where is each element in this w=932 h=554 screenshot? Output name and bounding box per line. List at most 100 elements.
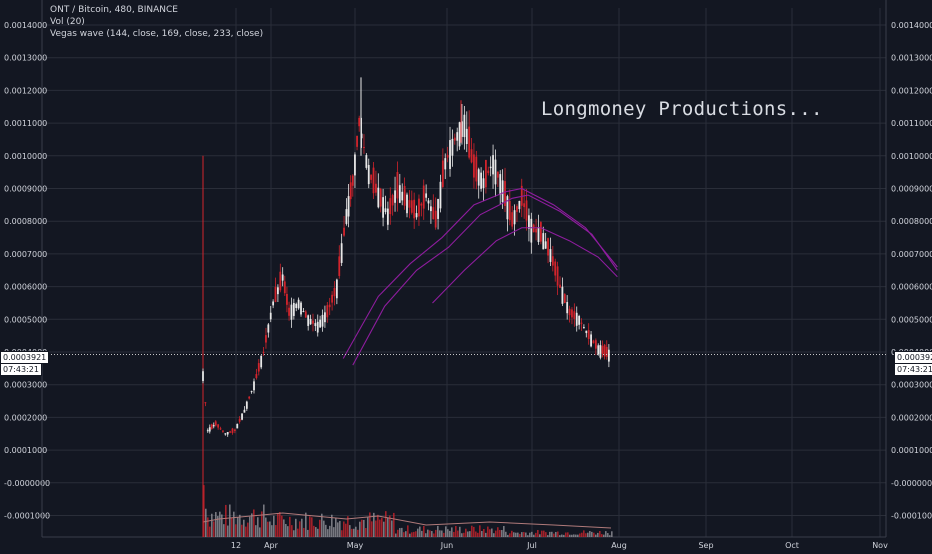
volume-bar	[567, 532, 569, 537]
volume-bar	[537, 530, 539, 537]
volume-bar	[373, 512, 375, 537]
candle-body	[386, 208, 389, 225]
volume-bar	[565, 532, 567, 537]
candle-body	[236, 423, 239, 429]
x-tick-label: Nov	[872, 541, 888, 550]
candle-body	[456, 132, 459, 141]
y-tick-label-right: 0.0012000	[891, 86, 932, 95]
volume-bar	[581, 532, 583, 537]
candle-body	[314, 323, 317, 327]
candle-body	[489, 166, 492, 169]
candle-body	[532, 224, 535, 233]
y-tick-label-left: 0.0014000	[4, 21, 47, 30]
candle-body	[260, 355, 263, 368]
candle-body	[575, 312, 578, 326]
candle-body	[283, 281, 286, 294]
volume-bar	[391, 520, 393, 537]
y-tick-label-left: 0.0009000	[4, 185, 47, 194]
x-tick-label: Aug	[611, 541, 627, 550]
volume-bar	[483, 528, 485, 537]
candle-body	[328, 304, 331, 308]
candle-body	[544, 241, 547, 249]
volume-bar	[573, 534, 575, 537]
volume-bar	[471, 525, 473, 537]
candle-body	[477, 169, 480, 186]
candle-body	[302, 310, 305, 312]
volume-bar	[243, 519, 245, 537]
y-tick-label-right: 0.0008000	[891, 217, 932, 226]
volume-bar	[223, 524, 225, 537]
volume-bar	[533, 534, 535, 537]
candle-body	[300, 302, 302, 315]
y-tick-label-right: 0.0001000	[891, 446, 932, 455]
candle-body	[295, 303, 298, 308]
volume-bar	[359, 521, 361, 537]
candle-body	[401, 191, 404, 201]
volume-bar	[225, 504, 227, 537]
volume-bar	[485, 532, 487, 537]
candle-body	[542, 233, 545, 250]
candle-body	[204, 402, 207, 404]
volume-bar	[535, 532, 537, 537]
volume-bar	[375, 520, 377, 537]
volume-bar	[421, 530, 423, 537]
volume-bar	[267, 521, 269, 537]
volume-bar	[541, 530, 543, 537]
y-tick-label-right: 0.0003000	[891, 381, 932, 390]
x-tick-label: Oct	[785, 541, 799, 550]
volume-bar	[399, 528, 401, 537]
candle-body	[267, 324, 270, 333]
volume-bar	[571, 534, 573, 537]
volume-bar	[253, 509, 255, 537]
candle-body	[321, 314, 324, 327]
volume-bar	[369, 512, 371, 537]
candle-body	[451, 138, 454, 156]
candle-body	[492, 155, 494, 175]
volume-bar	[599, 530, 601, 537]
candle-body	[539, 222, 542, 242]
candle-body	[257, 363, 260, 372]
candle-body	[379, 188, 382, 207]
volume-bar	[347, 516, 349, 537]
volume-bar	[275, 525, 277, 537]
volume-bar	[283, 519, 285, 537]
candle-body	[437, 199, 439, 219]
volume-bar	[233, 511, 235, 537]
volume-bar	[335, 518, 337, 537]
volume-bar	[435, 529, 437, 537]
volume-bar	[407, 525, 409, 537]
candle-body	[415, 213, 418, 218]
volume-bar	[501, 530, 503, 537]
volume-bar	[575, 534, 577, 537]
volume-bar	[439, 530, 441, 537]
candle-body	[360, 133, 363, 139]
candle-body	[597, 345, 600, 355]
candle-body	[441, 160, 444, 187]
candle-body	[277, 287, 279, 295]
chart-legend: ONT / Bitcoin, 480, BINANCE Vol (20) Veg…	[50, 4, 263, 40]
candle-body	[420, 203, 423, 206]
candle-body	[265, 335, 267, 343]
candle-body	[461, 121, 463, 137]
volume-bar	[393, 512, 395, 537]
candle-body	[587, 330, 590, 339]
volume-bar	[377, 514, 379, 537]
volume-bar	[329, 525, 331, 537]
y-tick-label-left: 0.0002000	[4, 413, 47, 422]
candle-body	[406, 194, 408, 214]
volume-bar	[609, 535, 611, 537]
volume-bar	[453, 531, 455, 537]
volume-bar	[419, 526, 421, 537]
volume-bar	[401, 527, 403, 537]
y-tick-label-left: 0.0010000	[4, 152, 47, 161]
candle-body	[594, 340, 597, 349]
volume-bar	[331, 514, 333, 537]
candle-body	[279, 271, 282, 291]
volume-bar	[307, 529, 309, 537]
candle-body	[487, 170, 490, 174]
volume-bar	[495, 530, 497, 537]
volume-bar	[469, 531, 471, 537]
candle-body	[202, 371, 204, 381]
